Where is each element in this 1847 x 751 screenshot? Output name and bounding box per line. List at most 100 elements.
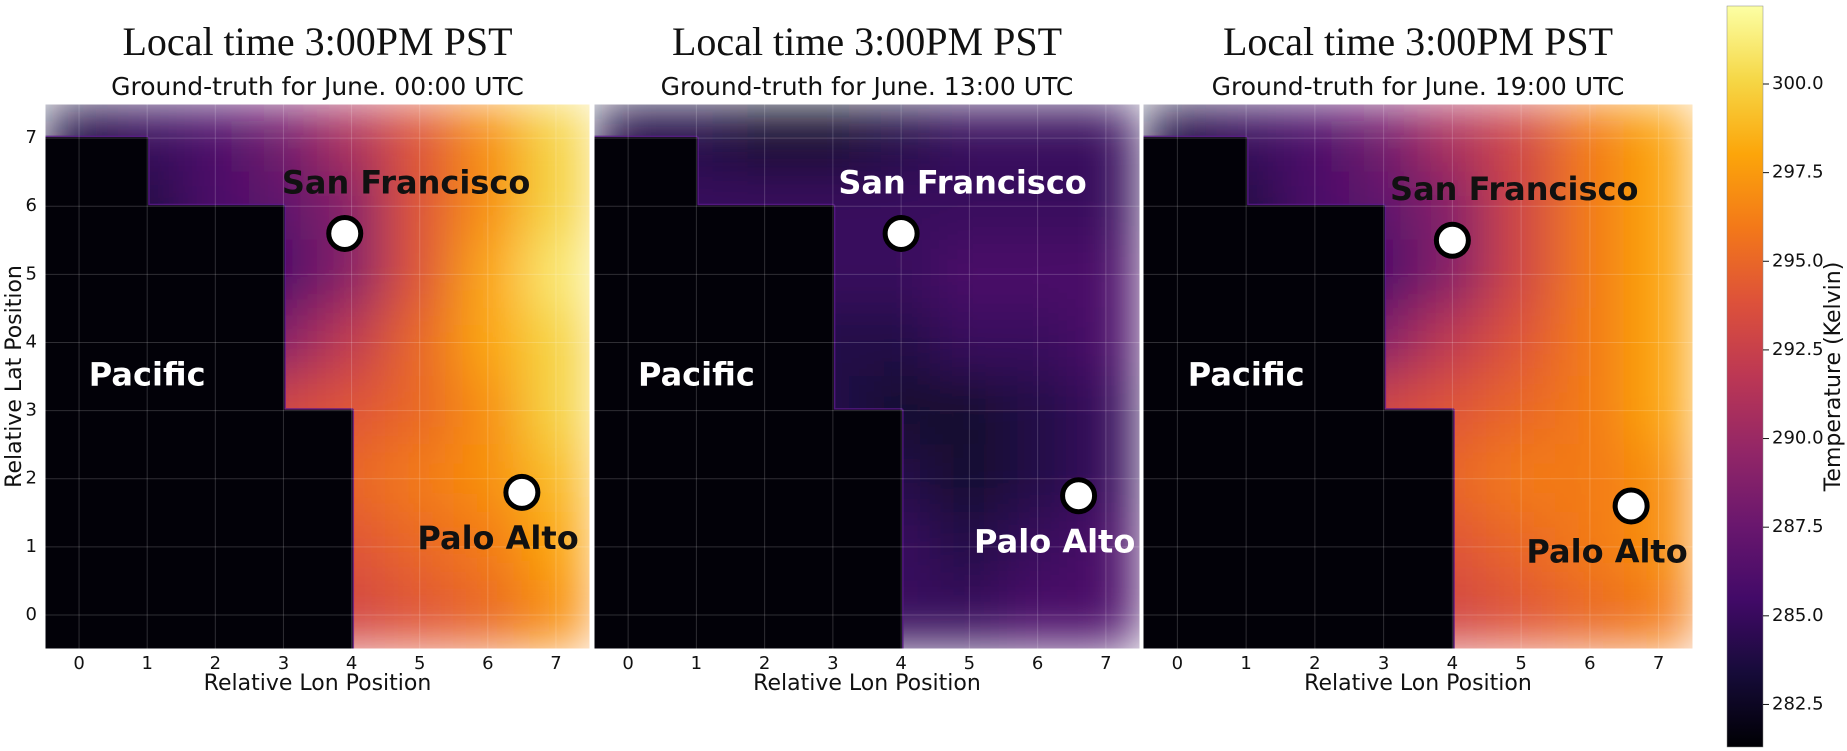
x-tick-label: 0 [73, 653, 84, 674]
chart-title: Local time 3:00PM PST [123, 19, 513, 64]
city-label: San Francisco [838, 163, 1086, 201]
heat-cell [1071, 104, 1140, 173]
heat-cell [385, 512, 455, 582]
heat-cell [934, 580, 1004, 649]
x-tick-label: 1 [691, 653, 702, 674]
x-axis-label: Relative Lon Position [753, 671, 981, 696]
heat-cell [317, 239, 387, 309]
heat-cell [1623, 307, 1693, 377]
x-tick-label: 5 [414, 653, 425, 674]
y-tick-label: 4 [26, 331, 37, 352]
heat-cell [798, 104, 868, 173]
heat-cell [1071, 580, 1140, 649]
city-label: San Francisco [1390, 170, 1638, 208]
heat-cell [453, 171, 523, 241]
plot-area [1143, 104, 1693, 649]
heat-cell [1071, 376, 1140, 446]
heat-cell [1003, 104, 1073, 173]
colorbar-tick-label: 290.0 [1772, 428, 1824, 449]
heat-cell [521, 171, 590, 241]
heat-cell [1071, 239, 1140, 309]
x-tick-label: 0 [622, 653, 633, 674]
heat-cell [521, 512, 590, 582]
city-label: Palo Alto [1526, 533, 1687, 571]
y-axis-label: Relative Lat Position [2, 265, 27, 488]
heat-cell [1555, 104, 1625, 173]
heat-cell [1555, 580, 1625, 649]
city-label: San Francisco [282, 163, 530, 201]
x-tick-label: 3 [1378, 653, 1389, 674]
heat-cell [1486, 171, 1556, 241]
city-label: Palo Alto [974, 522, 1135, 560]
heat-cell [1555, 376, 1625, 446]
heat-cell [385, 376, 455, 446]
heat-cell [385, 307, 455, 377]
colorbar-label: Temperature (Kelvin) [1821, 262, 1846, 493]
heat-cell [453, 104, 523, 173]
heat-cell [934, 512, 1004, 582]
region-label: Pacific [638, 356, 755, 394]
heat-cell [730, 104, 800, 173]
x-tick-label: 1 [141, 653, 152, 674]
heat-cell [1071, 307, 1140, 377]
heat-cell [1486, 512, 1556, 582]
heat-cell [521, 580, 590, 649]
city-marker [326, 214, 364, 252]
heat-cell [1003, 171, 1073, 241]
y-tick-label: 7 [26, 127, 37, 148]
heat-cell [1348, 104, 1419, 173]
city-marker [503, 473, 541, 511]
axes-frame [44, 103, 591, 650]
heat-cell [1280, 104, 1350, 173]
ocean-mask [594, 137, 903, 649]
chart-title: Local time 3:00PM PST [1223, 19, 1613, 64]
x-tick-label: 6 [1032, 653, 1043, 674]
heat-cell [1623, 104, 1693, 173]
heat-cell [1623, 376, 1693, 446]
heat-cell [453, 307, 523, 377]
heat-cell [1623, 239, 1693, 309]
heat-cell [1555, 512, 1625, 582]
x-tick-label: 5 [964, 653, 975, 674]
x-tick-label: 7 [550, 653, 561, 674]
heat-cell [385, 444, 455, 514]
x-tick-label: 3 [827, 653, 838, 674]
colorbar-tick-label: 287.5 [1772, 516, 1824, 537]
y-tick-label: 0 [26, 604, 37, 625]
heat-cell [1003, 512, 1073, 582]
heat-cell [180, 104, 250, 173]
heat-cell [453, 512, 523, 582]
x-tick-label: 3 [278, 653, 289, 674]
city-marker [1612, 487, 1650, 525]
chart-subtitle: Ground-truth for June. 00:00 UTC [111, 72, 524, 101]
chart-subtitle: Ground-truth for June. 19:00 UTC [1212, 72, 1625, 101]
region-label: Pacific [1188, 356, 1305, 394]
axes-frame [1142, 103, 1694, 650]
heat-cell [1486, 376, 1556, 446]
heat-cell [934, 307, 1004, 377]
colorbar-tick-label: 295.0 [1772, 250, 1824, 271]
x-tick-label: 1 [1240, 653, 1251, 674]
colorbar-tick-label: 300.0 [1772, 73, 1824, 94]
x-tick-label: 7 [1100, 653, 1111, 674]
city-marker [882, 214, 920, 252]
heat-cell [1555, 307, 1625, 377]
heat-cell [1486, 104, 1556, 173]
city-marker [1060, 477, 1098, 515]
colorbar-tick-label: 282.5 [1772, 693, 1824, 714]
heat-cell [521, 239, 590, 309]
heat-cell [1003, 239, 1073, 309]
x-axis-label: Relative Lon Position [1304, 671, 1532, 696]
heat-cell [1071, 512, 1140, 582]
colorbar [1726, 5, 1764, 748]
heat-cell [521, 104, 590, 173]
heat-cell [1003, 444, 1073, 514]
colorbar-tick-label: 285.0 [1772, 605, 1824, 626]
heat-cell [1003, 307, 1073, 377]
y-tick-label: 1 [26, 536, 37, 557]
x-tick-label: 2 [1309, 653, 1320, 674]
heat-cell [1623, 580, 1693, 649]
chart-title: Local time 3:00PM PST [672, 19, 1062, 64]
heat-cell [1555, 239, 1625, 309]
